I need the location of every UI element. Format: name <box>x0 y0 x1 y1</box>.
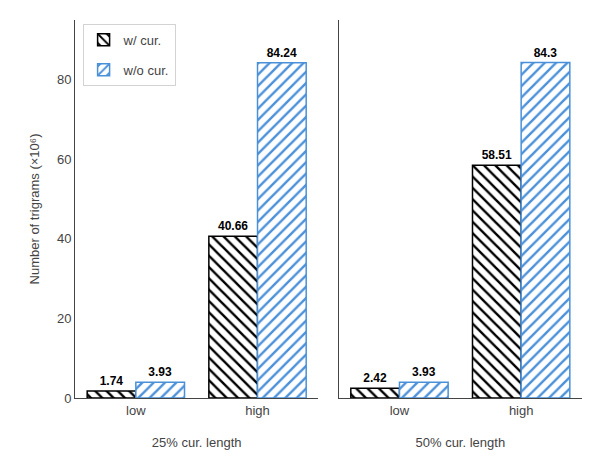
svg-text:Number of trigrams (×10⁶): Number of trigrams (×10⁶) <box>27 134 42 285</box>
svg-text:80: 80 <box>57 72 71 87</box>
svg-text:3.93: 3.93 <box>148 365 172 379</box>
svg-text:1.74: 1.74 <box>100 374 124 388</box>
svg-text:high: high <box>245 403 270 418</box>
svg-text:low: low <box>390 403 410 418</box>
svg-text:60: 60 <box>57 152 71 167</box>
svg-text:high: high <box>509 403 534 418</box>
svg-text:84.3: 84.3 <box>534 46 558 60</box>
svg-text:low: low <box>126 403 146 418</box>
svg-text:0: 0 <box>64 391 71 406</box>
svg-text:3.93: 3.93 <box>412 365 436 379</box>
svg-text:40.66: 40.66 <box>218 219 248 233</box>
svg-text:58.51: 58.51 <box>482 148 512 162</box>
svg-text:50% cur. length: 50% cur. length <box>416 435 506 450</box>
svg-text:2.42: 2.42 <box>363 371 387 385</box>
svg-text:40: 40 <box>57 231 71 246</box>
svg-text:20: 20 <box>57 311 71 326</box>
svg-text:84.24: 84.24 <box>267 46 297 60</box>
svg-text:w/ cur.: w/ cur. <box>123 33 162 48</box>
svg-text:25% cur. length: 25% cur. length <box>152 435 242 450</box>
svg-text:w/o cur.: w/o cur. <box>123 63 169 78</box>
